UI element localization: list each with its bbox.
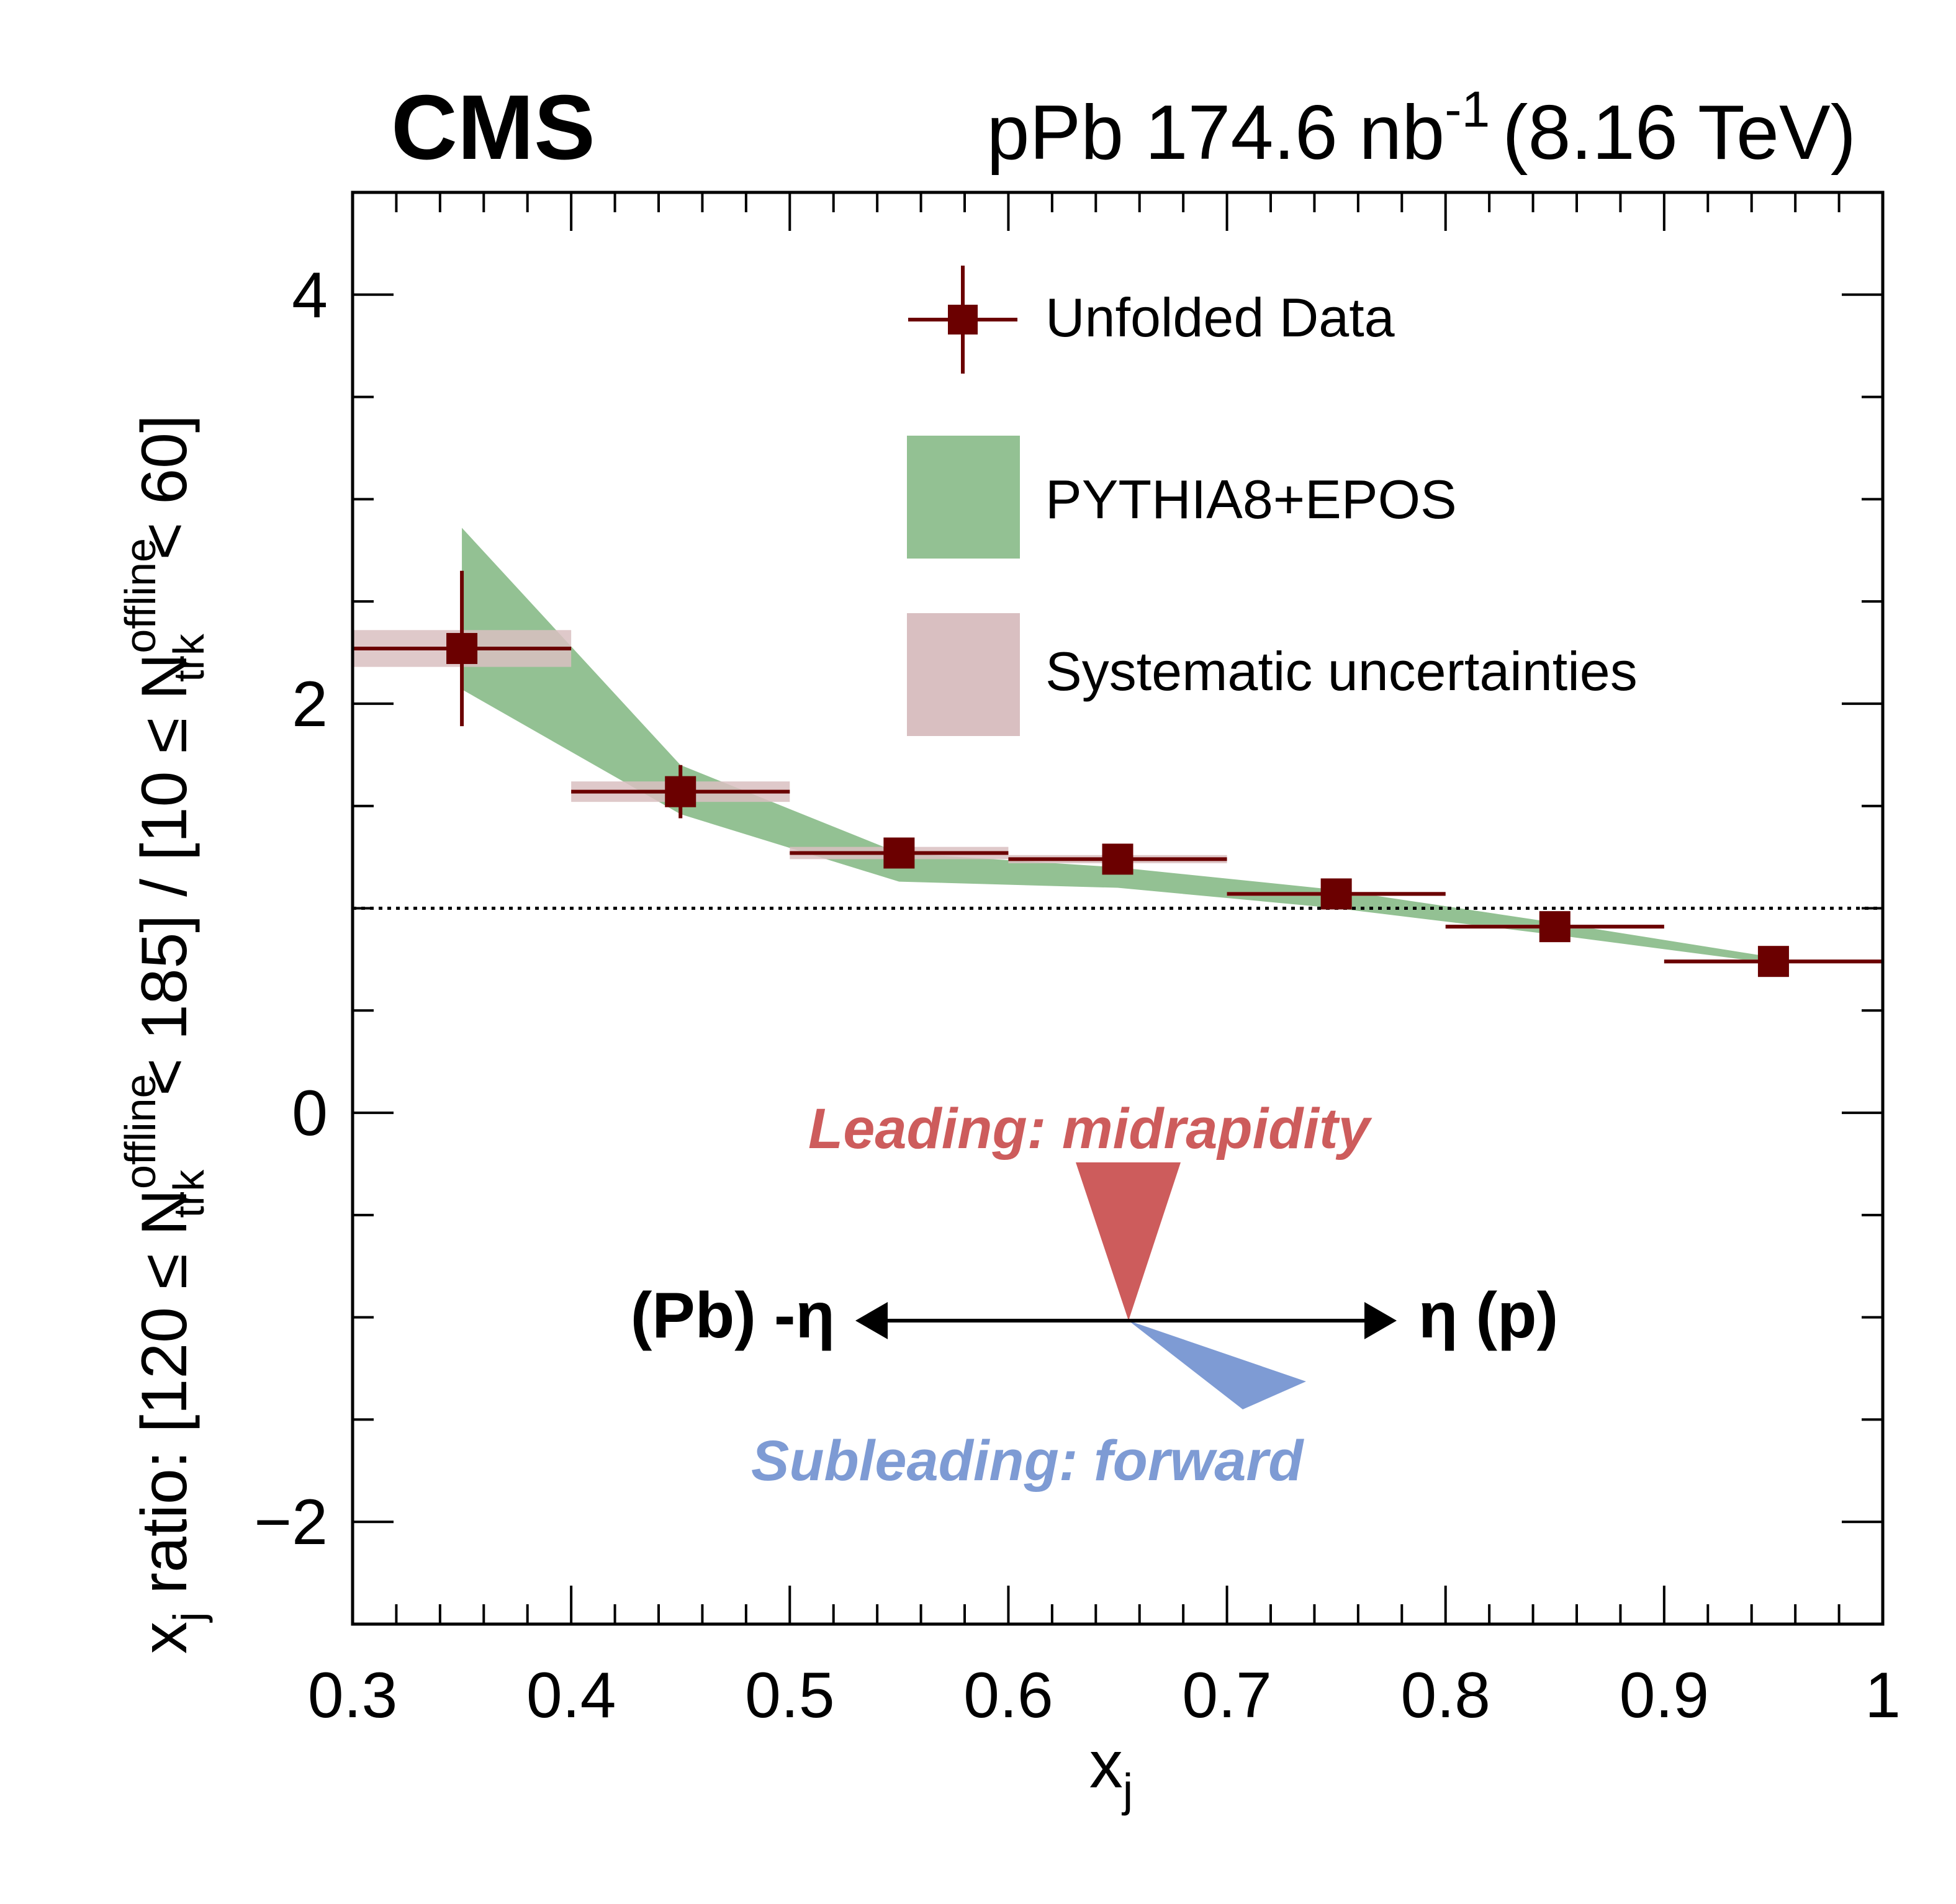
- legend-label-systematic: Systematic uncertainties: [1045, 640, 1638, 702]
- legend: Unfolded Data PYTHIA8+EPOS Systematic un…: [907, 266, 1638, 736]
- kinematics-diagram: Leading: midrapidity Subleading: forward…: [631, 1097, 1558, 1493]
- data-marker-0: [446, 632, 478, 664]
- x-tick-label: 0.9: [1620, 1659, 1710, 1731]
- data-marker-2: [883, 837, 915, 869]
- axes-layer: 0.3 0.4 0.5 0.6 0.7 0.8 0.9 1 −2 0 2 4: [254, 191, 1901, 1731]
- legend-swatch-systematic: [907, 613, 1020, 736]
- x-tick-label: 0.3: [308, 1659, 398, 1731]
- pythia-band-layer: [462, 528, 1773, 964]
- data-point-2: [790, 837, 1009, 869]
- data-point-6: [1664, 946, 1883, 977]
- arrow-head-left: [855, 1302, 888, 1339]
- x-axis-title: xj: [1089, 1727, 1133, 1816]
- data-marker-5: [1539, 911, 1571, 943]
- experiment-label: CMS: [391, 76, 595, 179]
- legend-label-model: PYTHIA8+EPOS: [1045, 469, 1457, 530]
- data-point-3: [1008, 843, 1227, 875]
- legend-entry-data: Unfolded Data: [908, 266, 1395, 374]
- pb-direction-label: (Pb) -η: [631, 1280, 835, 1352]
- data-marker-1: [665, 776, 696, 807]
- x-tick-label: 0.7: [1182, 1659, 1272, 1731]
- y-tick-label: 0: [292, 1077, 328, 1149]
- subleading-jet-cone: [1129, 1321, 1306, 1409]
- arrow-head-right: [1364, 1302, 1397, 1339]
- luminosity-label: pPb 174.6 nb-1 (8.16 TeV): [987, 81, 1857, 176]
- data-point-4: [1227, 878, 1446, 910]
- legend-label-data: Unfolded Data: [1045, 287, 1395, 348]
- data-point-0: [353, 570, 572, 727]
- leading-jet-cone: [1076, 1162, 1181, 1321]
- legend-swatch-model: [907, 436, 1020, 559]
- subleading-label: Subleading: forward: [751, 1429, 1304, 1493]
- y-tick-label: 4: [292, 259, 328, 331]
- pythia-band: [462, 528, 1773, 964]
- legend-entry-systematic: Systematic uncertainties: [907, 613, 1638, 736]
- x-tick-label: 0.6: [963, 1659, 1053, 1731]
- data-marker-3: [1102, 843, 1133, 875]
- y-tick-label: −2: [254, 1486, 328, 1558]
- x-tick-label: 0.4: [526, 1659, 616, 1731]
- x-tick-label: 0.8: [1400, 1659, 1490, 1731]
- p-direction-label: η (p): [1418, 1280, 1558, 1352]
- data-marker-4: [1320, 878, 1352, 910]
- legend-entry-model: PYTHIA8+EPOS: [907, 436, 1457, 559]
- data-points-layer: [353, 570, 1883, 977]
- data-marker-6: [1757, 946, 1789, 977]
- y-axis-title: xj ratio: [120 ≤ Nofflinetrk < 185] / [1…: [116, 415, 213, 1654]
- data-point-5: [1445, 911, 1664, 943]
- x-tick-label: 1: [1865, 1659, 1901, 1731]
- x-tick-label: 0.5: [745, 1659, 835, 1731]
- leading-label: Leading: midrapidity: [808, 1097, 1372, 1161]
- y-tick-label: 2: [292, 668, 328, 740]
- data-point-1: [571, 765, 790, 819]
